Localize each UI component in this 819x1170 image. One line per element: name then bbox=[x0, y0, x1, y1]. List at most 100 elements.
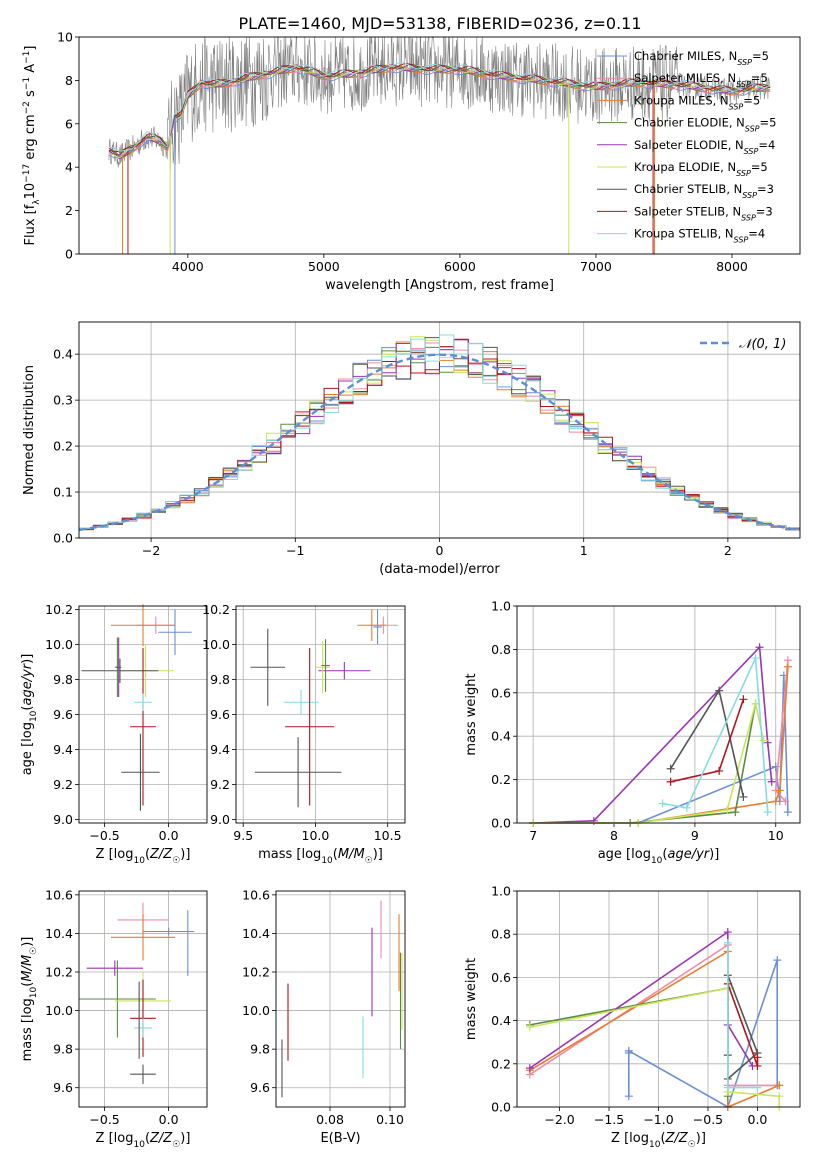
weight-marker bbox=[775, 1092, 784, 1101]
y-tick-label: 4 bbox=[65, 160, 73, 175]
weight-series-kroupa-stelib bbox=[662, 654, 769, 813]
age-vs-mass-panel: 9.5 10.0 10.5 9.0 9.2 9.4 9.6 9.8 10.0 10.2 mass [… bbox=[202, 602, 406, 866]
y-tick-label: 0.3 bbox=[53, 393, 73, 408]
x-tick-label: −0.5 bbox=[89, 1112, 119, 1127]
x-tick-label: 9.5 bbox=[233, 828, 253, 843]
label-part: ☉ bbox=[688, 1140, 696, 1150]
x-axis-label: age [log10(age/yr)] bbox=[598, 847, 720, 866]
x-tick-label: 2 bbox=[724, 543, 732, 558]
weight-marker bbox=[715, 766, 724, 775]
label-part: ☉ bbox=[365, 856, 373, 866]
y-tick-label: 0.0 bbox=[491, 1100, 511, 1115]
weight-marker bbox=[682, 803, 691, 812]
weight-series-chabrier-miles bbox=[628, 959, 778, 1109]
weight-marker bbox=[781, 797, 790, 806]
legend-sub: SSP bbox=[734, 235, 749, 244]
label-part: 10 bbox=[321, 856, 333, 866]
y-tick-label: 9.6 bbox=[250, 1080, 270, 1095]
label-part: ( bbox=[145, 1131, 150, 1146]
legend-sub: SSP bbox=[742, 191, 757, 200]
weight-marker bbox=[666, 764, 675, 773]
y-tick-label: 10.2 bbox=[242, 965, 270, 980]
label-part: age [log bbox=[598, 847, 651, 862]
legend-label: Kroupa STELIB, NSSP=4 bbox=[634, 227, 765, 245]
legend-sub: SSP bbox=[745, 124, 760, 133]
label-part: 10 bbox=[29, 710, 39, 722]
label-part: )] bbox=[180, 847, 190, 862]
errorbar-point bbox=[318, 662, 371, 680]
legend-suffix: =3 bbox=[757, 182, 774, 196]
label-part: ( bbox=[145, 847, 150, 862]
errorbar-point bbox=[111, 914, 175, 961]
x-tick-label: 1 bbox=[580, 543, 588, 558]
label-part: ( bbox=[333, 847, 338, 862]
errorbar-point bbox=[130, 648, 156, 806]
y-tick-label: 0.6 bbox=[491, 685, 511, 700]
label-part: ( bbox=[20, 982, 35, 987]
y-tick-label: 10.0 bbox=[45, 637, 73, 652]
x-axis-label: E(B-V) bbox=[320, 1131, 360, 1146]
y-tick-label: 0.2 bbox=[491, 772, 511, 787]
legend-sub: SSP bbox=[737, 58, 752, 67]
x-tick-label: 0.08 bbox=[316, 1112, 344, 1127]
errorbar-point bbox=[254, 737, 342, 808]
weight-series-chabrier-miles bbox=[533, 675, 789, 824]
y-tick-label: 0.6 bbox=[491, 970, 511, 985]
legend-text: Chabrier STELIB, N bbox=[634, 182, 742, 196]
x-tick-label: 0.0 bbox=[159, 1112, 179, 1127]
errorbar-point bbox=[134, 693, 152, 711]
errorbar-point bbox=[134, 1018, 152, 1038]
residuals-panel: −2 −1 0 1 2 0.0 0.1 0.2 0.3 0.4 𝒩(0, 1) (data-model… bbox=[22, 321, 801, 577]
y-tick-label: 9.8 bbox=[53, 1042, 73, 1057]
x-tick-label: 9 bbox=[691, 828, 699, 843]
weight-marker bbox=[783, 808, 792, 817]
legend-suffix: =4 bbox=[748, 227, 765, 241]
y-axis-label: Normed distribution bbox=[22, 365, 37, 495]
label-part: 10 bbox=[133, 1140, 145, 1150]
label-part: )] bbox=[373, 847, 383, 862]
label-part: Normed distribution bbox=[22, 365, 37, 495]
legend-sub: SSP bbox=[736, 169, 751, 178]
weight-series-salpeter-stelib bbox=[670, 699, 745, 783]
label-part: mass [log bbox=[20, 998, 35, 1061]
weight-marker bbox=[723, 1083, 732, 1092]
label-part: )] bbox=[180, 1131, 190, 1146]
model-spectrum-kroupa-elodie bbox=[108, 64, 771, 159]
x-tick-label: −2 bbox=[142, 543, 160, 558]
weight-series-salpeter-elodie bbox=[529, 930, 754, 1069]
label-part: age/yr bbox=[667, 847, 710, 862]
errorbar-point bbox=[158, 609, 192, 655]
weight-marker bbox=[715, 686, 724, 695]
y-tick-label: 9.0 bbox=[210, 812, 230, 827]
weight-marker bbox=[723, 938, 732, 947]
x-tick-label: 8 bbox=[610, 828, 618, 843]
y-tick-label: 9.2 bbox=[210, 777, 230, 792]
x-tick-label: 6000 bbox=[444, 259, 476, 274]
model-spectrum-kroupa-stelib bbox=[108, 62, 771, 152]
label-part: −2 bbox=[22, 101, 32, 114]
weight-marker bbox=[666, 777, 675, 786]
y-tick-label: 10.6 bbox=[242, 887, 270, 902]
label-part: )] bbox=[20, 937, 35, 947]
weight-series-kroupa-miles bbox=[533, 666, 789, 824]
y-tick-label: 9.6 bbox=[53, 707, 73, 722]
label-part: wavelength [Angstrom, rest frame] bbox=[325, 278, 554, 293]
legend-suffix: =3 bbox=[756, 204, 773, 218]
y-tick-label: 0 bbox=[65, 247, 73, 262]
y-tick-label: 0.8 bbox=[491, 642, 511, 657]
errorbar-point bbox=[285, 648, 335, 806]
model-spectrum-salpeter-elodie bbox=[108, 64, 771, 160]
label-part: mass [log bbox=[258, 847, 321, 862]
weight-series-salpeter-stelib bbox=[727, 983, 759, 1067]
x-tick-label: 0.0 bbox=[159, 828, 179, 843]
weight-marker bbox=[525, 1023, 534, 1032]
y-tick-label: 9.4 bbox=[210, 742, 230, 757]
y-tick-label: 10.6 bbox=[45, 887, 73, 902]
label-part: 10 bbox=[133, 856, 145, 866]
y-tick-label: 10 bbox=[57, 30, 73, 45]
errorbar-point bbox=[357, 609, 387, 641]
weight-marker bbox=[658, 799, 667, 808]
x-tick-label: 10.5 bbox=[374, 828, 402, 843]
